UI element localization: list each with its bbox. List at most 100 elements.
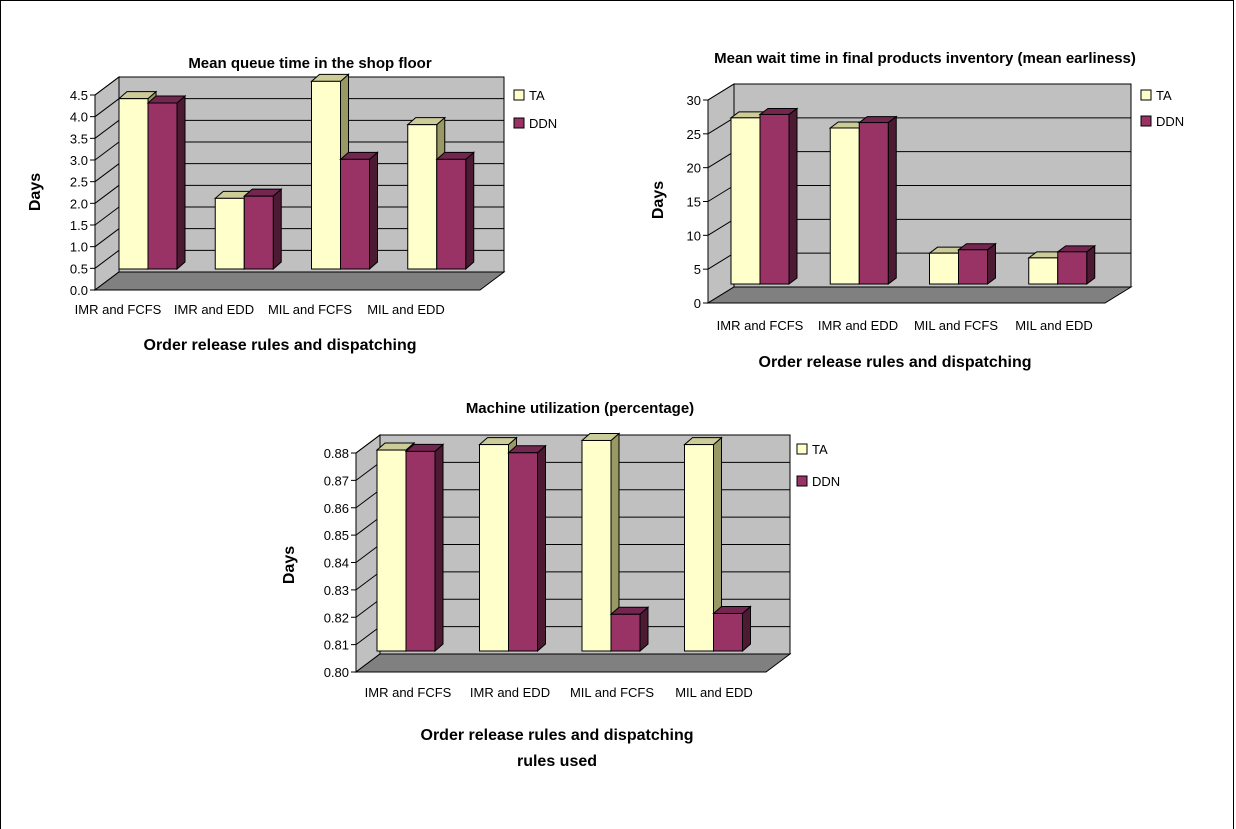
ddn-bar <box>1056 244 1097 285</box>
bar-front <box>407 124 438 270</box>
bar-front <box>684 444 714 652</box>
legend-label-ddn: DDN <box>529 116 557 131</box>
legend-label-ta: TA <box>529 88 545 103</box>
y-axis-label: Days <box>281 546 298 584</box>
y-tick-label: 25 <box>687 127 701 142</box>
x-category-label: MIL and EDD <box>675 685 753 700</box>
side-wall <box>94 76 120 291</box>
x-category-label: MIL and EDD <box>1015 318 1093 333</box>
y-tick-label: 0.80 <box>324 665 349 680</box>
bar-front <box>713 612 743 652</box>
gridline-side <box>355 434 381 454</box>
bar-front <box>243 195 274 270</box>
y-tick-label: 0.85 <box>324 528 349 543</box>
ddn-bar <box>712 605 752 653</box>
floor <box>706 286 1133 304</box>
x-category-label: MIL and FCFS <box>914 318 998 333</box>
chart-title: Mean queue time in the shop floor <box>188 55 432 72</box>
bar-front <box>405 450 436 652</box>
gridline-side <box>94 206 120 226</box>
chart-3: 0.80 0.81 0.82 0.83 0.84 0.85 0.86 0.87 0.88 IMR … <box>281 400 840 770</box>
x-category-label: IMR and EDD <box>174 302 254 317</box>
y-tick-label: 5 <box>694 262 701 277</box>
bar-front <box>479 444 509 652</box>
ddn-bar <box>339 151 379 271</box>
gridline-side <box>355 516 381 536</box>
ddn-bar <box>758 107 799 285</box>
gridline-side <box>707 218 735 236</box>
legend-swatch-ddn <box>796 475 808 487</box>
bar-front <box>610 613 641 652</box>
chart-1: 0.0 0.5 1.0 1.5 2.0 2.5 3.0 3.5 4.0 4.5 IMR and FC… <box>27 55 557 354</box>
ddn-bar <box>957 242 997 285</box>
bar-side <box>742 605 751 653</box>
y-tick-label: 0.88 <box>324 446 349 461</box>
x-axis-label-line2: rules used <box>517 753 597 770</box>
ta-bar <box>683 436 723 653</box>
bar-side <box>176 94 186 271</box>
bar-side <box>434 443 444 653</box>
gridline-side <box>94 163 120 183</box>
x-axis-label: Order release rules and dispatching <box>759 354 1032 371</box>
y-tick-label: 0.87 <box>324 473 349 488</box>
legend-label-ddn: DDN <box>812 474 840 489</box>
y-tick-label: 10 <box>687 228 701 243</box>
ddn-bar <box>242 188 283 271</box>
legend-swatch-ddn <box>1140 115 1152 127</box>
legend-label-ta: TA <box>812 442 828 457</box>
gridline-side <box>355 489 381 509</box>
chart-title: Mean wait time in final products invento… <box>714 50 1136 67</box>
x-axis-label: Order release rules and dispatching <box>144 337 417 354</box>
gridline-side <box>355 626 381 646</box>
bar-front <box>214 197 245 270</box>
x-category-label: IMR and FCFS <box>365 685 452 700</box>
legend-swatch-ta <box>1140 89 1152 101</box>
gridline-side <box>94 184 120 204</box>
ddn-bar <box>146 94 187 271</box>
bar-front <box>147 102 178 270</box>
legend-swatch-ta <box>513 89 525 101</box>
y-tick-label: 0.83 <box>324 583 349 598</box>
legend-label-ta: TA <box>1156 88 1172 103</box>
chart-title: Machine utilization (percentage) <box>466 400 694 417</box>
ddn-bar <box>404 443 445 653</box>
legend-swatch-ddn <box>513 117 525 129</box>
gridline-side <box>707 151 735 169</box>
y-tick-label: 15 <box>687 195 701 210</box>
ta-bar <box>580 432 621 653</box>
bar-side <box>272 188 282 271</box>
bar-front <box>730 117 761 285</box>
x-category-label: MIL and FCFS <box>570 685 654 700</box>
y-tick-label: 30 <box>687 93 701 108</box>
y-tick-label: 2.5 <box>70 175 88 190</box>
y-tick-label: 0 <box>694 296 701 311</box>
y-tick-label: 3.5 <box>70 131 88 146</box>
y-tick-label: 4.5 <box>70 88 88 103</box>
chart-2: 0 5 10 15 20 25 30 IMR and FCFS IMR and EDD MIL a… <box>650 50 1184 371</box>
ddn-bar <box>435 151 476 271</box>
y-axis-label: Days <box>650 181 667 219</box>
gridline-side <box>94 76 120 96</box>
y-tick-label: 4.0 <box>70 110 88 125</box>
y-tick-label: 1.5 <box>70 218 88 233</box>
bar-front <box>376 449 407 652</box>
ddn-bar <box>857 115 898 285</box>
bar-front <box>311 80 341 270</box>
gridline-side <box>355 461 381 481</box>
gridline-side <box>355 571 381 591</box>
bar-front <box>436 158 467 270</box>
bar-side <box>537 444 546 653</box>
gridline-side <box>94 228 120 248</box>
y-tick-label: 1.0 <box>70 240 88 255</box>
x-category-label: MIL and EDD <box>367 302 445 317</box>
floor <box>93 271 506 291</box>
y-tick-label: 0.82 <box>324 610 349 625</box>
x-axis-label-line1: Order release rules and dispatching <box>421 727 694 744</box>
bar-front <box>829 127 860 285</box>
bar-front <box>581 439 612 652</box>
gridline-side <box>707 117 735 135</box>
bar-front <box>1028 257 1059 285</box>
legend-swatch-ta <box>796 443 808 455</box>
